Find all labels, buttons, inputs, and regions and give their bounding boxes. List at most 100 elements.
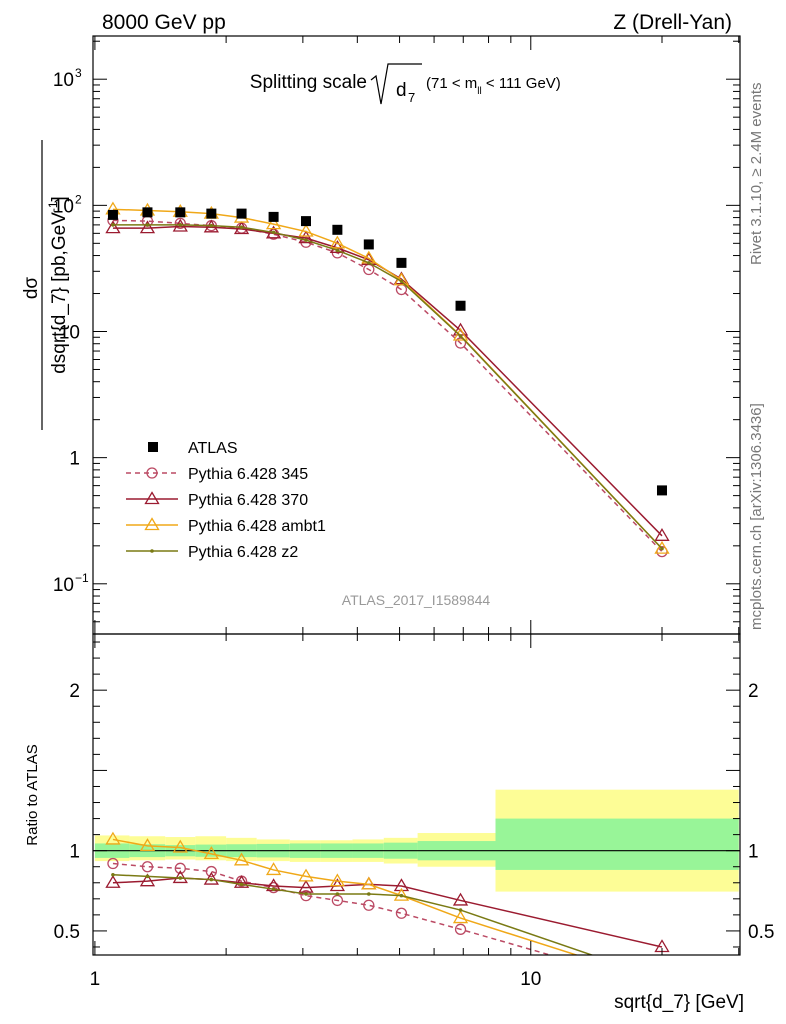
series-2-ratio-point <box>655 976 668 987</box>
series-3-ratio-line <box>112 874 595 955</box>
ratio-frame <box>92 633 741 956</box>
legend-swatch-marker <box>146 467 158 479</box>
series-3-main-point <box>660 546 664 551</box>
series-3-main-point <box>458 334 463 338</box>
range-end: < 111 GeV) <box>482 75 561 92</box>
y-label-denominator: dsqrt{d_7} [pb,GeV-1] <box>46 196 70 374</box>
series-1-ratio-point <box>329 878 346 892</box>
x-tick-label: 1 <box>90 969 101 990</box>
series-2-ratio-point <box>393 887 410 901</box>
series-2-ratio-line <box>112 838 579 955</box>
x-axis-label: sqrt{d_7} [GeV] <box>614 992 744 1013</box>
y-tick-label-exponent: 2 <box>75 192 82 206</box>
ratio-y-tick-label-right: 2 <box>748 681 759 702</box>
chart-title-range: (71 < mll < 111 GeV) <box>426 75 561 97</box>
ratio-y-label: Ratio to ATLAS <box>24 744 41 845</box>
series-3-ratio-point <box>145 874 150 879</box>
legend: ATLAS Pythia 6.428 345 Pythia 6.428 370 Pyt… <box>126 440 326 561</box>
series-0-main-point <box>454 337 467 349</box>
series-2-main-point <box>654 540 670 554</box>
series-1-ratio-point <box>172 870 188 884</box>
atlas-data <box>107 207 667 496</box>
legend-item: Pythia 6.428 z2 <box>126 544 298 561</box>
series-0-ratio-point <box>300 889 312 902</box>
series-3-main <box>111 223 664 551</box>
series-3-ratio <box>111 872 595 955</box>
y-label-den-text: dsqrt{d_7} [pb,GeV <box>49 212 70 374</box>
series-3-main-line <box>112 224 663 550</box>
legend-label: Pythia 6.428 z2 <box>188 544 298 561</box>
series-1-ratio-point <box>203 871 219 885</box>
legend-swatch-atlas <box>148 442 158 452</box>
series-2-main-point <box>329 235 346 249</box>
series-0-ratio-point <box>395 907 408 919</box>
series-1-ratio-point <box>139 873 156 887</box>
series-3-main-point <box>111 223 115 227</box>
series-2-ratio-point <box>329 873 346 887</box>
x-tick-label: 10 <box>520 969 541 990</box>
series-3-ratio-point <box>458 908 463 912</box>
series-1-main-point <box>105 220 121 234</box>
series-2-ratio <box>105 831 668 987</box>
series-2-ratio-point <box>172 839 188 853</box>
series-0-ratio-point <box>205 865 218 878</box>
y-tick-label: 1 <box>69 449 80 470</box>
y-tick-label: 10 <box>53 575 74 596</box>
chart-title-d: d <box>396 80 407 101</box>
atlas-data-point <box>332 224 343 235</box>
series-2-main-point <box>452 327 469 341</box>
legend-swatch-marker <box>150 549 154 553</box>
series-3-ratio-point <box>178 876 183 880</box>
atlas-data-point <box>396 257 407 268</box>
ratio-y-tick-label: 0.5 <box>54 922 80 943</box>
series-3-main-point <box>271 230 276 235</box>
series-3-ratio-point <box>367 892 371 896</box>
series-0-ratio-point <box>454 923 467 935</box>
series-1-ratio-point <box>105 874 121 888</box>
series-3-main-point <box>145 223 150 227</box>
y-label-den-sup: -1 <box>46 201 60 212</box>
legend-item: Pythia 6.428 ambt1 <box>126 517 326 535</box>
series-2-ratio-point <box>452 910 469 924</box>
series-2-main-point <box>265 216 282 230</box>
series-1-main-point <box>329 240 346 254</box>
series-0-ratio-point <box>174 862 186 874</box>
series-1-ratio-point <box>298 879 314 893</box>
series-3-ratio-point <box>111 872 115 877</box>
y-tick-label: 10 <box>59 322 80 343</box>
series-3-ratio-point <box>304 892 308 896</box>
y-label-numerator: dσ <box>21 277 42 300</box>
ratio-plot-content <box>93 789 740 992</box>
series-3-ratio-point <box>239 882 244 887</box>
series-0-ratio-point <box>363 899 375 911</box>
legend-swatch-marker <box>144 517 160 531</box>
ratio-band-inner <box>495 818 739 870</box>
range-start: (71 < m <box>426 75 477 92</box>
series-2-ratio-point <box>298 868 314 882</box>
ratio-axes: 1 10 0.5 0.5 1 1 2 2 <box>54 634 774 990</box>
legend-label: Pythia 6.428 ambt1 <box>188 518 326 535</box>
y-tick-label: 10 <box>53 196 74 217</box>
chart-title: Splitting scale d 7 (71 < mll < 111 GeV) <box>250 63 561 105</box>
series-1-main-point <box>139 220 156 234</box>
series-2-ratio-point <box>203 846 219 860</box>
series-2-ratio-point <box>265 862 282 876</box>
legend-item: Pythia 6.428 345 <box>126 466 308 483</box>
legend-item: Pythia 6.428 370 <box>126 491 308 509</box>
series-3-main-point <box>239 225 244 230</box>
series-2-ratio-point <box>105 831 121 845</box>
atlas-data-point <box>363 239 374 250</box>
series-3-ratio-point <box>399 893 404 898</box>
series-0-ratio-point <box>657 982 667 992</box>
series-3-main-point <box>399 279 404 284</box>
atlas-data-point <box>142 207 153 218</box>
ratio-y-tick-label: 2 <box>69 681 80 702</box>
atlas-data-point <box>107 209 118 220</box>
series-3-ratio-point <box>271 887 276 891</box>
atlas-data-point <box>175 207 186 218</box>
header-left: 8000 GeV pp <box>102 11 226 34</box>
series-3-main-point <box>209 223 214 228</box>
